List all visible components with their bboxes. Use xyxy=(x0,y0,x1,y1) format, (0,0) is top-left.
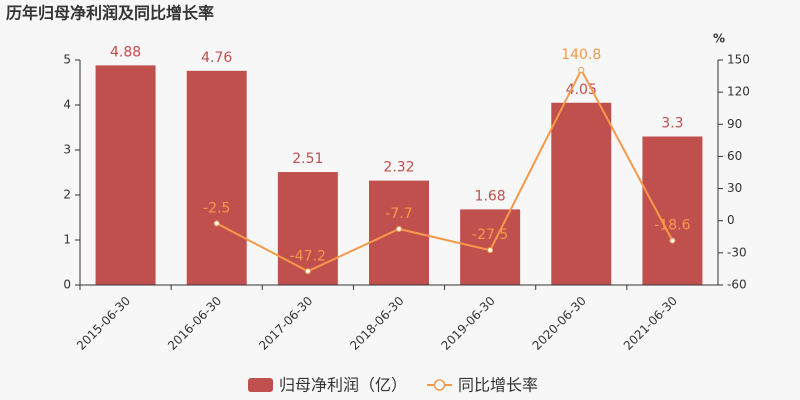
legend-swatch xyxy=(433,379,446,391)
bar xyxy=(186,70,247,285)
line-point xyxy=(213,220,220,227)
line-point xyxy=(669,237,676,244)
bar-value-label: 3.3 xyxy=(661,116,683,132)
line-point xyxy=(487,247,494,254)
y-tick-label: 3 xyxy=(63,143,71,157)
y-tick-label: 4 xyxy=(63,98,71,112)
line-value-label: -2.5 xyxy=(203,200,230,216)
bar xyxy=(277,172,338,285)
line-value-label: -7.7 xyxy=(385,206,412,222)
bar xyxy=(369,180,429,285)
y2-tick-label: 90 xyxy=(727,117,742,131)
line-point xyxy=(578,66,585,73)
y-tick-label: 1 xyxy=(63,233,71,247)
bar xyxy=(642,136,703,285)
y2-tick-label: -30 xyxy=(727,245,747,259)
line-value-label: -47.2 xyxy=(290,248,326,264)
y2-tick-label: 60 xyxy=(727,149,742,163)
bar-value-label: 1.68 xyxy=(475,188,506,204)
line-point xyxy=(396,225,402,232)
bar-value-label: 4.88 xyxy=(110,44,141,60)
chart-title: 历年归母净利润及同比增长率 xyxy=(6,4,214,23)
bar-value-label: 4.76 xyxy=(201,50,232,66)
y2-tick-label: 0 xyxy=(727,213,735,227)
y-tick-label: 2 xyxy=(63,188,71,202)
bar-value-label: 2.51 xyxy=(292,151,323,167)
y2-tick-label: -60 xyxy=(727,278,747,292)
line xyxy=(216,67,674,273)
line-value-label: -18.6 xyxy=(654,218,690,234)
y2-tick-label: 150 xyxy=(727,53,750,67)
y2-tick-label: 30 xyxy=(727,181,742,195)
legend-label: 同比增长率 xyxy=(458,376,538,395)
y-tick-label: 5 xyxy=(63,53,71,67)
bar xyxy=(95,65,156,286)
line-value-label: 140.8 xyxy=(561,47,601,63)
legend-swatch xyxy=(248,378,273,392)
legend-label: 归母净利润（亿） xyxy=(279,376,407,395)
line-value-label: -27.5 xyxy=(472,227,508,243)
bar-value-label: 2.32 xyxy=(383,160,414,176)
bar xyxy=(551,102,612,285)
y2-unit: % xyxy=(713,32,725,46)
line-point xyxy=(304,268,311,275)
y-tick-label: 0 xyxy=(63,278,71,292)
y2-tick-label: 120 xyxy=(727,85,750,99)
